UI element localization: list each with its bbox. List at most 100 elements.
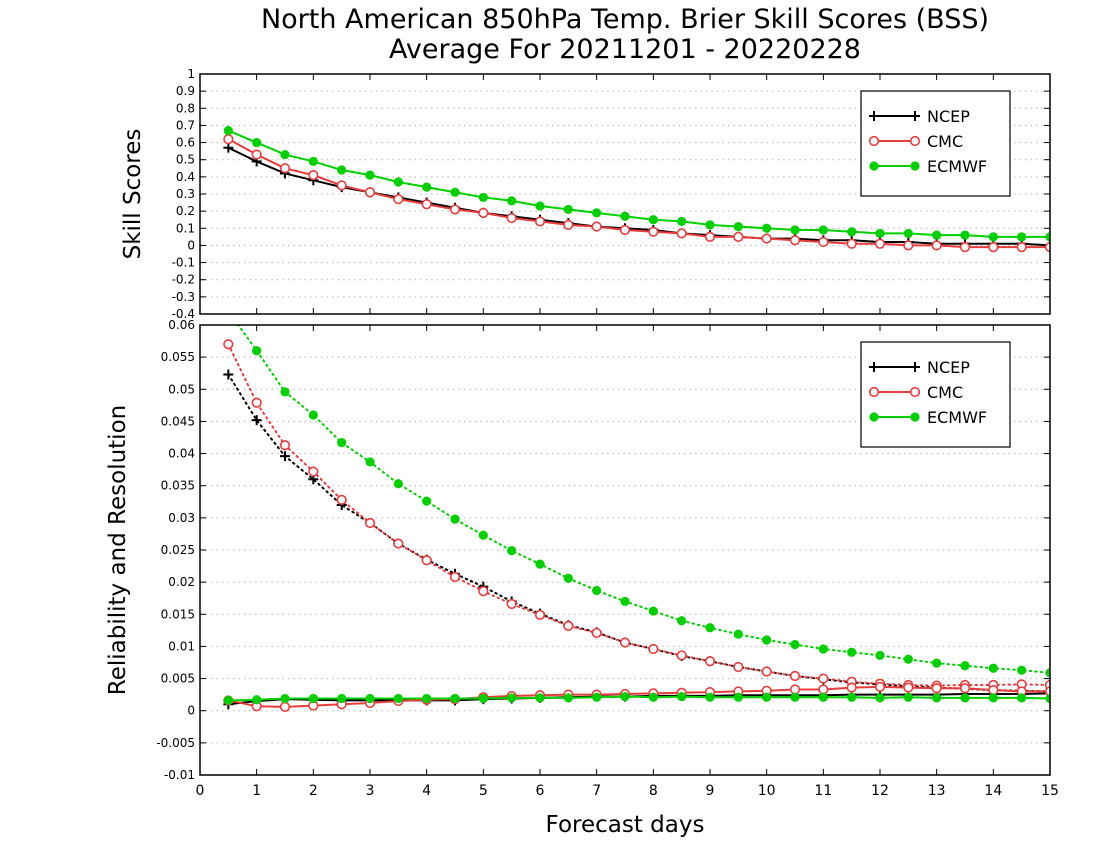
panel-2-x-ticks: 0 1 2 3 4 5 6 7 8 9 10 11 12 13 14 15 xyxy=(196,325,1059,799)
series-ecmwf-point xyxy=(620,211,630,221)
x-tick-label: 5 xyxy=(479,783,488,799)
y-tick-label: 0.8 xyxy=(176,101,195,115)
series-ncep-resolution-point xyxy=(251,415,262,426)
panel-2-frame xyxy=(199,324,1051,776)
series-cmc-resolution-point xyxy=(308,466,319,477)
series-cmc-resolution-line xyxy=(227,343,1050,687)
series-ecmwf-reliability-point xyxy=(705,692,715,702)
panel-2-series xyxy=(223,325,1050,712)
series-cmc-point xyxy=(591,221,602,232)
series-ecmwf-resolution-point xyxy=(818,644,828,654)
series-ecmwf-resolution-point xyxy=(762,635,772,645)
series-cmc-reliability-point xyxy=(988,685,999,696)
series-ecmwf-point xyxy=(393,177,403,187)
x-tick-label: 13 xyxy=(928,783,946,799)
series-ecmwf-reliability-point xyxy=(932,693,942,703)
series-ecmwf-point xyxy=(932,230,942,240)
series-ecmwf-reliability-point xyxy=(563,693,573,703)
series-cmc-point xyxy=(931,240,942,251)
legend-marker xyxy=(869,412,879,422)
panel-1: -0.4 -0.3 -0.2 -0.1 0 0.1 0.2 0.3 0.4 0.5 0.6 0.7 0.… xyxy=(120,67,1051,321)
series-ecmwf-reliability-point xyxy=(818,692,828,702)
y-tick-label: 0 xyxy=(187,704,195,718)
series-ecmwf-resolution-point xyxy=(280,387,290,397)
x-tick-label: 4 xyxy=(422,783,431,799)
panel-2: -0.01 -0.005 0 0.005 0.01 0.015 0.02 0.025 0.03 0… xyxy=(105,318,1059,799)
series-ecmwf-resolution-point xyxy=(705,623,715,633)
panel-2-legend: NCEP CMC ECMWF xyxy=(860,341,1011,448)
series-cmc-resolution-point xyxy=(421,555,432,566)
y-tick-label: 0.035 xyxy=(161,479,195,493)
series-cmc-point xyxy=(336,180,347,191)
legend-marker xyxy=(869,111,879,121)
y-tick-label: 0.045 xyxy=(161,414,195,428)
series-ecmwf-reliability-point xyxy=(620,691,630,702)
y-tick-label: -0.2 xyxy=(172,273,195,287)
legend-label: NCEP xyxy=(927,107,970,126)
x-tick-label: 12 xyxy=(871,783,889,799)
series-cmc-resolution-point xyxy=(364,517,376,529)
series-ecmwf-point xyxy=(450,187,460,197)
y-tick-label: 0.1 xyxy=(176,221,195,235)
series-ecmwf-reliability xyxy=(223,691,1050,706)
series-ecmwf-point xyxy=(280,149,290,160)
legend-marker xyxy=(909,386,921,398)
y-tick-label: 0.05 xyxy=(168,382,195,396)
series-cmc-resolution-point xyxy=(251,397,262,408)
series-ecmwf-reliability-point xyxy=(790,692,800,702)
y-tick-label: 0.04 xyxy=(168,447,195,461)
y-tick-label: -0.1 xyxy=(172,256,195,270)
series-cmc-resolution-point xyxy=(619,637,631,648)
series-ecmwf-point xyxy=(705,220,715,230)
panel-1-frame xyxy=(199,73,1051,315)
series-ecmwf-resolution-point xyxy=(337,438,347,448)
series-ecmwf-point xyxy=(648,215,658,225)
series-ecmwf-reliability-point xyxy=(450,693,460,704)
series-ecmwf-resolution-point xyxy=(648,606,658,616)
series-cmc-point xyxy=(846,238,857,249)
series-cmc-point xyxy=(1016,242,1027,253)
series-ecmwf-resolution xyxy=(237,325,1050,678)
y-tick-label: 0.005 xyxy=(161,672,195,686)
series-ecmwf-resolution-point xyxy=(308,410,318,420)
x-tick-label: 3 xyxy=(366,783,375,799)
panel-1-grid xyxy=(200,90,1050,298)
y-tick-label: 0.015 xyxy=(161,607,195,621)
series-ecmwf-point xyxy=(563,204,573,215)
series-cmc-resolution-point xyxy=(818,673,829,684)
series-ncep-point xyxy=(223,142,234,153)
panel-1-y-ticks: -0.4 -0.3 -0.2 -0.1 0 0.1 0.2 0.3 0.4 0.5 0.6 0.7 0.… xyxy=(172,67,1050,321)
y-tick-label: 0.03 xyxy=(168,511,195,525)
series-ecmwf-reliability-point xyxy=(875,693,885,703)
x-tick-label: 14 xyxy=(984,783,1002,799)
series-ncep-resolution-point xyxy=(280,451,290,462)
series-cmc xyxy=(223,134,1050,253)
series-cmc-resolution-point xyxy=(733,661,744,673)
series-ecmwf-point xyxy=(365,170,375,180)
series-cmc-resolution-point xyxy=(789,670,801,682)
legend-marker xyxy=(869,161,879,171)
series-ecmwf-line xyxy=(227,129,1050,238)
series-cmc-point xyxy=(988,242,999,253)
series-ecmwf-point xyxy=(903,228,913,239)
legend-label: NCEP xyxy=(927,358,970,377)
series-cmc-resolution-point xyxy=(534,609,546,621)
x-tick-label: 0 xyxy=(196,783,205,799)
series-ecmwf-point xyxy=(875,228,885,239)
legend-marker xyxy=(910,412,920,422)
y-tick-label: 0.3 xyxy=(176,187,195,201)
series-cmc-point xyxy=(818,236,829,248)
series-ecmwf-reliability-point xyxy=(1017,693,1027,703)
x-tick-label: 9 xyxy=(706,783,715,799)
series-ecmwf-resolution-point xyxy=(847,647,857,657)
x-tick-label: 11 xyxy=(814,783,832,799)
series-cmc-reliability-point xyxy=(818,684,829,695)
series-ecmwf-resolution-point xyxy=(592,585,602,596)
x-axis-title: Forecast days xyxy=(546,812,705,838)
series-cmc-point xyxy=(563,219,574,230)
series-ecmwf-point xyxy=(337,165,347,175)
legend-marker xyxy=(868,386,880,398)
series-ecmwf-resolution-point xyxy=(875,650,885,661)
series-ecmwf-point xyxy=(733,221,743,232)
